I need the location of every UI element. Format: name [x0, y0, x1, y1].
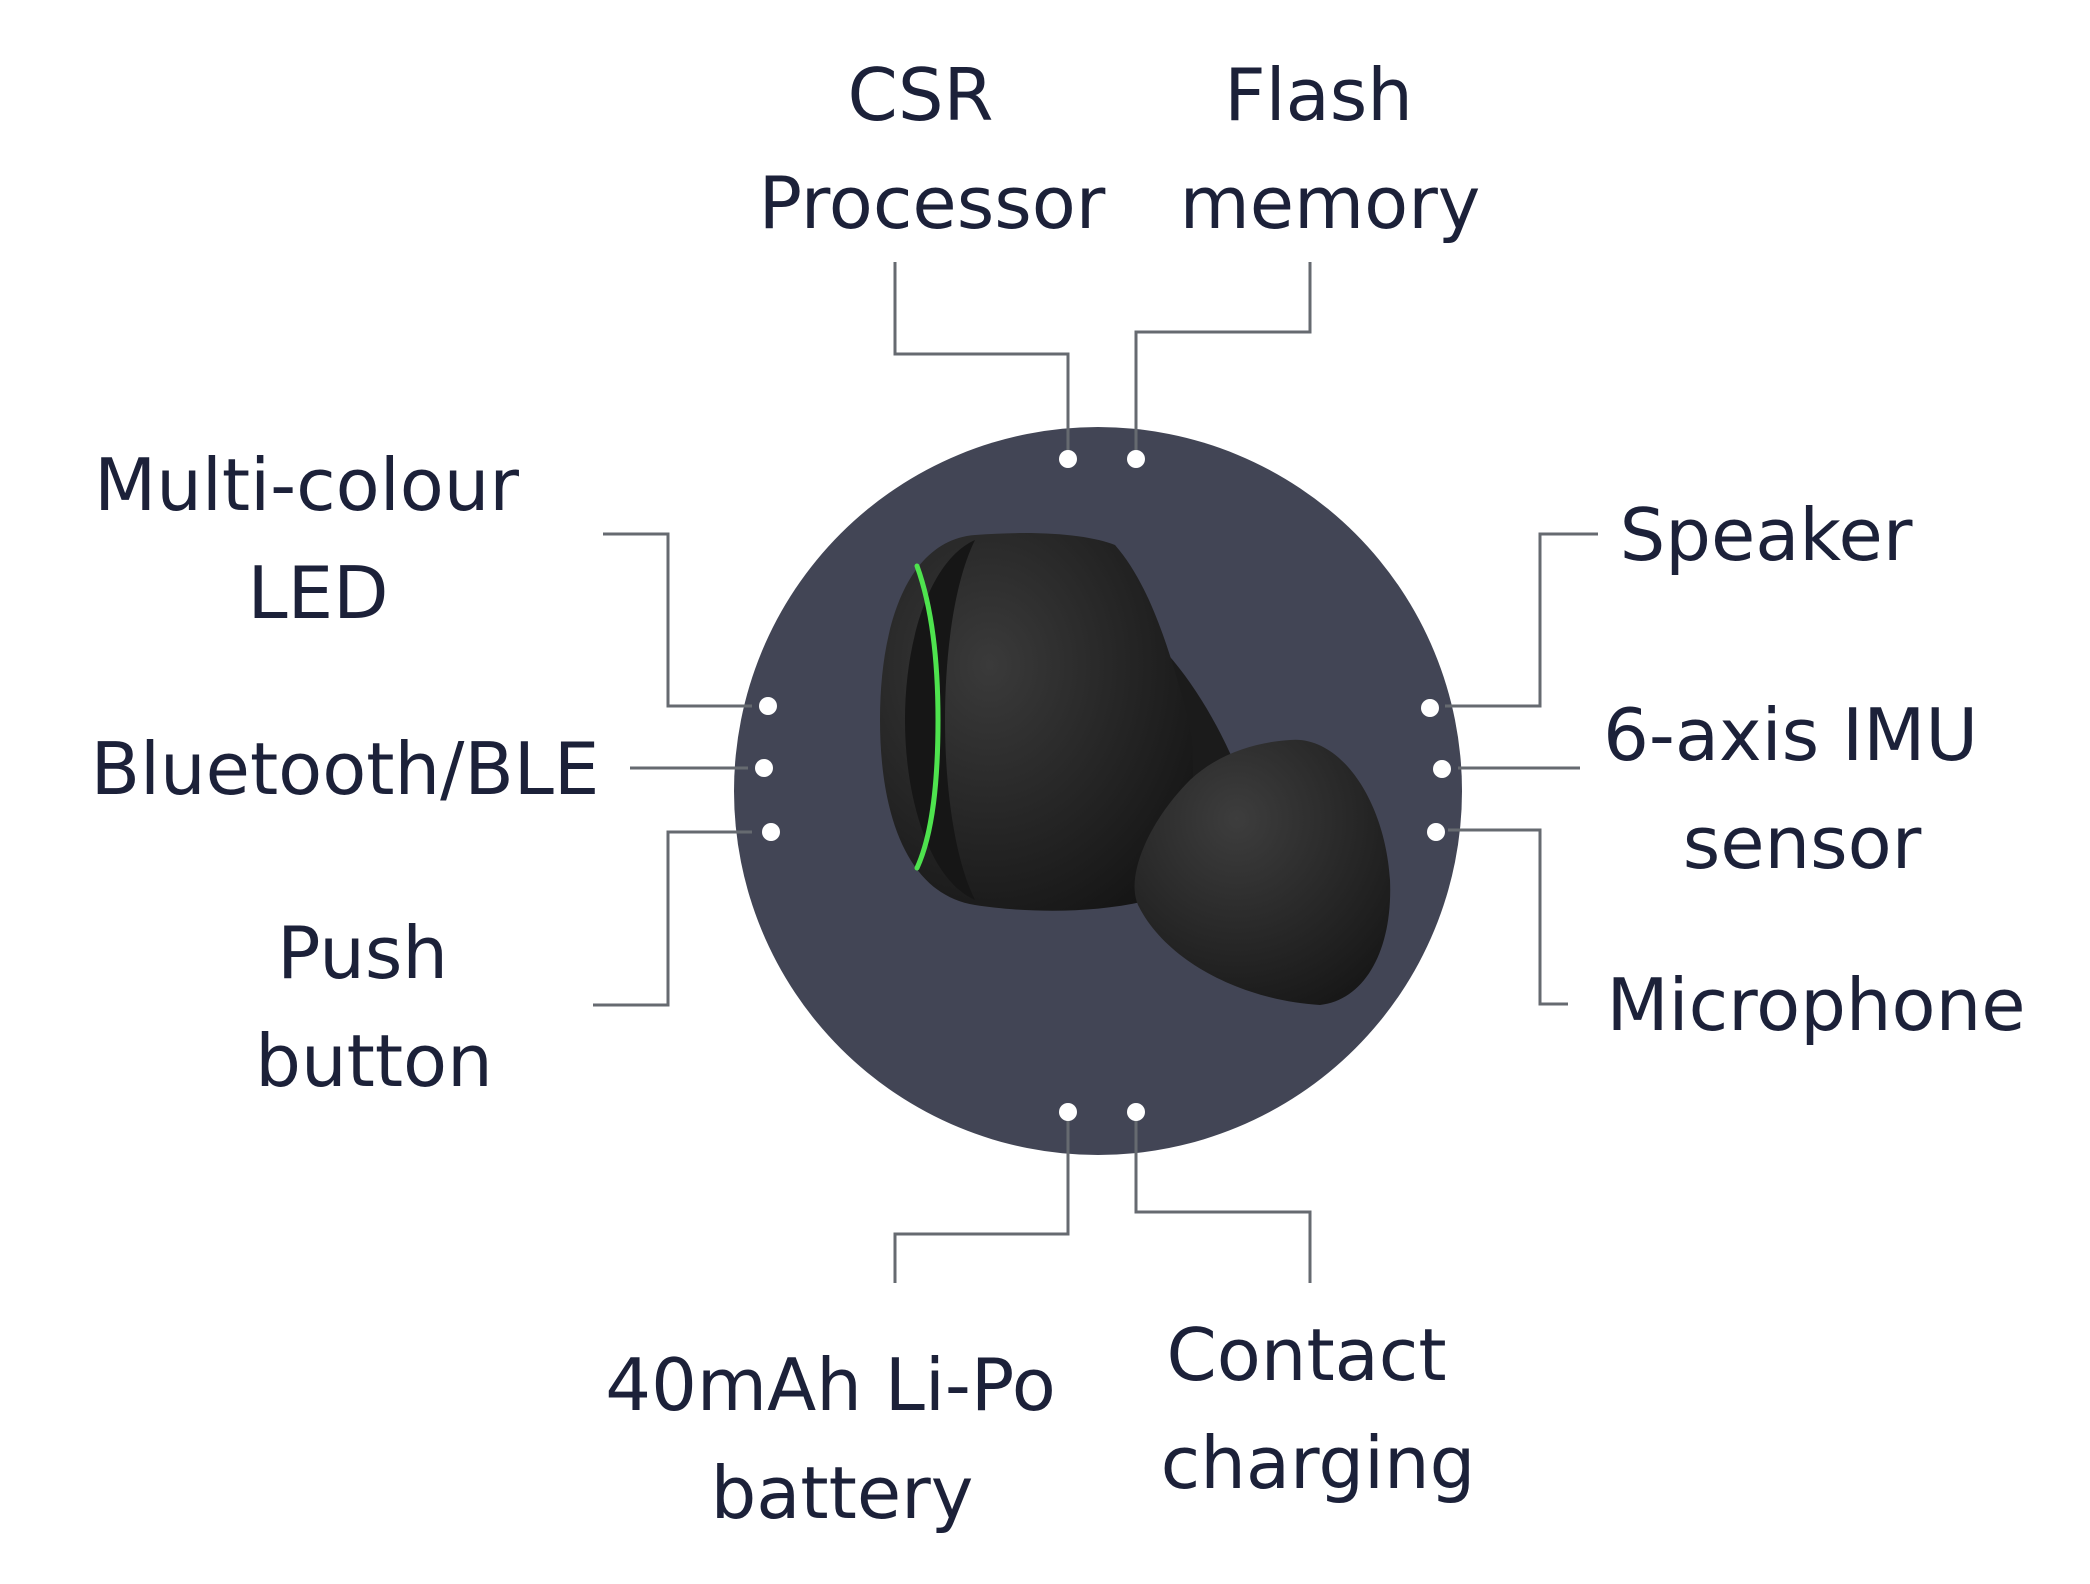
connector-dot-push-button	[762, 823, 780, 841]
label-battery: 40mAh Li-Po battery	[605, 1343, 1078, 1535]
leader-multi-colour-led	[603, 532, 752, 708]
ear-tip	[1134, 739, 1391, 1005]
connector-dot-flash-memory	[1127, 450, 1145, 468]
leader-microphone	[1448, 828, 1568, 1006]
leader-speaker	[1445, 532, 1598, 708]
connector-dot-microphone	[1427, 823, 1445, 841]
leader-csr-processor	[893, 262, 1070, 450]
label-multi-colour-led: Multi-colour LED	[94, 443, 542, 635]
connector-dot-battery	[1059, 1103, 1077, 1121]
connector-dot-csr-processor	[1059, 450, 1077, 468]
leader-battery	[893, 1110, 1070, 1283]
led-ring	[914, 563, 941, 871]
earbud-body	[880, 533, 1194, 911]
label-csr-processor: CSR Processor	[759, 53, 1106, 245]
leader-flash-memory	[1134, 262, 1312, 450]
connector-dot-contact-charging	[1127, 1103, 1145, 1121]
leader-push-button	[593, 830, 752, 1007]
leader-contact-charging	[1134, 1110, 1312, 1283]
label-microphone: Microphone	[1606, 963, 2025, 1047]
connector-dot-imu-sensor	[1433, 760, 1451, 778]
earbud-illustration	[880, 533, 1391, 1005]
label-push-button: Push button	[255, 911, 492, 1103]
connector-dot-multi-colour-led	[759, 697, 777, 715]
label-flash-memory: Flash memory	[1180, 53, 1481, 245]
label-speaker: Speaker	[1620, 493, 1913, 577]
label-contact-charging: Contact charging	[1161, 1313, 1476, 1505]
label-bluetooth-ble: Bluetooth/BLE	[91, 727, 600, 811]
connector-dot-speaker	[1421, 699, 1439, 717]
label-imu-sensor: 6-axis IMU sensor	[1603, 693, 2001, 885]
connector-dot-bluetooth-ble	[755, 759, 773, 777]
